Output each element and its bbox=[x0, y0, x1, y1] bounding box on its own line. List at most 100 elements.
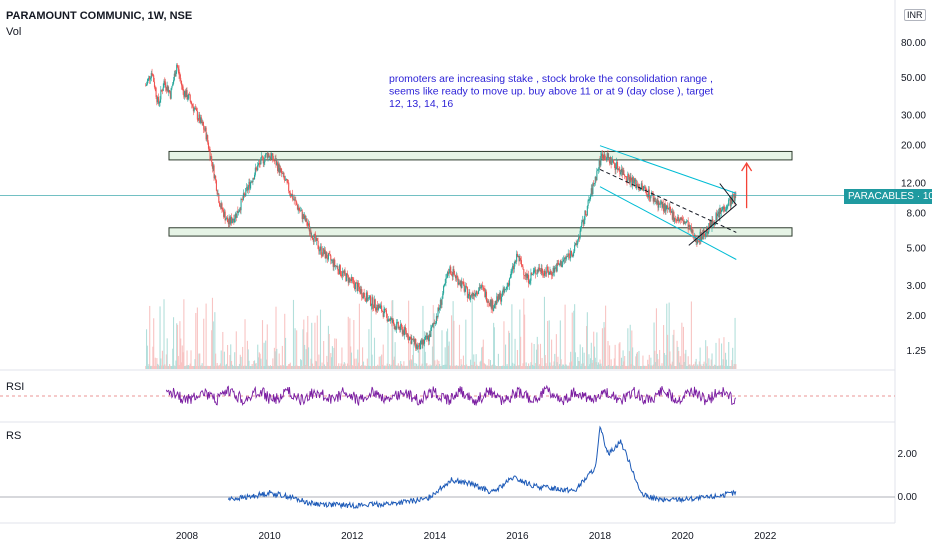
zones bbox=[168, 150, 793, 237]
volume-bar bbox=[442, 365, 444, 369]
candle-body bbox=[466, 287, 468, 298]
candle-body bbox=[388, 319, 390, 320]
volume-bar bbox=[250, 365, 252, 369]
candle-body bbox=[304, 215, 306, 219]
candle-body bbox=[655, 201, 657, 204]
candle-body bbox=[285, 179, 287, 180]
candle-body bbox=[332, 259, 334, 267]
volume-bar bbox=[690, 301, 692, 369]
candle-body bbox=[520, 258, 522, 261]
candle-body bbox=[314, 234, 316, 236]
volume-bar bbox=[499, 365, 501, 369]
volume-bar bbox=[227, 344, 229, 369]
volume-bar bbox=[288, 364, 290, 369]
candle-body bbox=[367, 297, 369, 301]
volume-bar bbox=[186, 350, 188, 369]
candle-body bbox=[192, 106, 194, 112]
volume-bar bbox=[490, 365, 492, 369]
volume-bar bbox=[292, 299, 295, 369]
candle-body bbox=[407, 333, 409, 339]
volume-bar bbox=[308, 366, 310, 369]
volume-bar bbox=[278, 353, 280, 369]
volume-bar bbox=[525, 362, 527, 369]
volume-bar bbox=[472, 365, 474, 369]
volume-bar bbox=[155, 365, 157, 369]
volume-bar bbox=[713, 365, 715, 369]
volume-bar bbox=[711, 353, 713, 369]
volume-bar bbox=[311, 363, 314, 369]
candle-body bbox=[579, 230, 581, 238]
candle-body bbox=[480, 287, 482, 289]
volume-bar bbox=[313, 365, 315, 369]
volume-bar bbox=[337, 365, 339, 369]
candle-body bbox=[686, 221, 688, 223]
rs-pane bbox=[0, 425, 895, 510]
candle-body bbox=[263, 162, 265, 164]
volume-bar bbox=[381, 364, 383, 369]
volume-bar bbox=[547, 365, 549, 369]
candle-body bbox=[582, 220, 584, 222]
volume-bar bbox=[632, 365, 634, 369]
candle-body bbox=[454, 275, 457, 279]
candle-body bbox=[457, 276, 459, 285]
candle-body bbox=[280, 167, 282, 169]
volume-bar bbox=[588, 354, 590, 369]
candle-body bbox=[389, 318, 391, 321]
annotation-line: seems like ready to move up. buy above 1… bbox=[389, 86, 713, 98]
volume-bar bbox=[605, 305, 607, 369]
candle-body bbox=[535, 269, 537, 274]
candle-body bbox=[275, 158, 277, 165]
candle-body bbox=[335, 265, 337, 267]
volume-bar bbox=[259, 353, 261, 369]
candle-body bbox=[402, 330, 404, 335]
volume-bar bbox=[314, 322, 316, 369]
candle-body bbox=[555, 267, 557, 272]
candle-body bbox=[426, 335, 428, 339]
candle-body bbox=[409, 336, 411, 338]
volume-bar bbox=[690, 365, 692, 369]
candle-body bbox=[412, 338, 414, 340]
candle-body bbox=[628, 174, 630, 177]
candle-body bbox=[714, 223, 716, 226]
candle-body bbox=[583, 220, 585, 225]
volume-bar bbox=[574, 304, 576, 369]
candle-body bbox=[534, 269, 536, 271]
volume-bar bbox=[176, 323, 178, 369]
volume-bar bbox=[335, 338, 337, 369]
candle-body bbox=[199, 114, 201, 123]
volume-bar bbox=[508, 330, 510, 369]
candle-body bbox=[231, 220, 233, 224]
volume-bar bbox=[733, 364, 735, 369]
volume-bar bbox=[423, 365, 425, 369]
volume-bar bbox=[176, 324, 179, 369]
candle-body bbox=[157, 97, 160, 104]
volume-bar bbox=[679, 356, 681, 369]
volume-bar bbox=[297, 366, 299, 369]
volume-label: Vol bbox=[6, 26, 22, 38]
candle-body bbox=[488, 301, 490, 303]
candle-body bbox=[683, 221, 685, 225]
candle-body bbox=[475, 290, 477, 295]
volume-bar bbox=[603, 322, 605, 369]
volume-bar bbox=[237, 366, 239, 369]
candle-body bbox=[281, 168, 283, 174]
volume-bar bbox=[299, 365, 301, 369]
candle-body bbox=[734, 194, 736, 201]
volume-bar bbox=[421, 363, 423, 369]
volume-bar bbox=[266, 324, 268, 369]
candle-body bbox=[465, 286, 467, 290]
volume-bar bbox=[342, 365, 344, 369]
candle-body bbox=[193, 108, 195, 112]
volume-bar bbox=[301, 365, 303, 369]
volume-bar bbox=[287, 365, 289, 369]
volume-bar bbox=[223, 365, 225, 369]
volume-bar bbox=[486, 365, 488, 369]
volume-bar bbox=[200, 365, 202, 369]
candle-body bbox=[564, 257, 566, 259]
candle-body bbox=[445, 278, 447, 284]
candle-body bbox=[512, 265, 514, 270]
volume-bar bbox=[305, 349, 307, 369]
candle-body bbox=[181, 85, 183, 87]
candle-body bbox=[267, 153, 269, 158]
candle-body bbox=[195, 108, 197, 110]
